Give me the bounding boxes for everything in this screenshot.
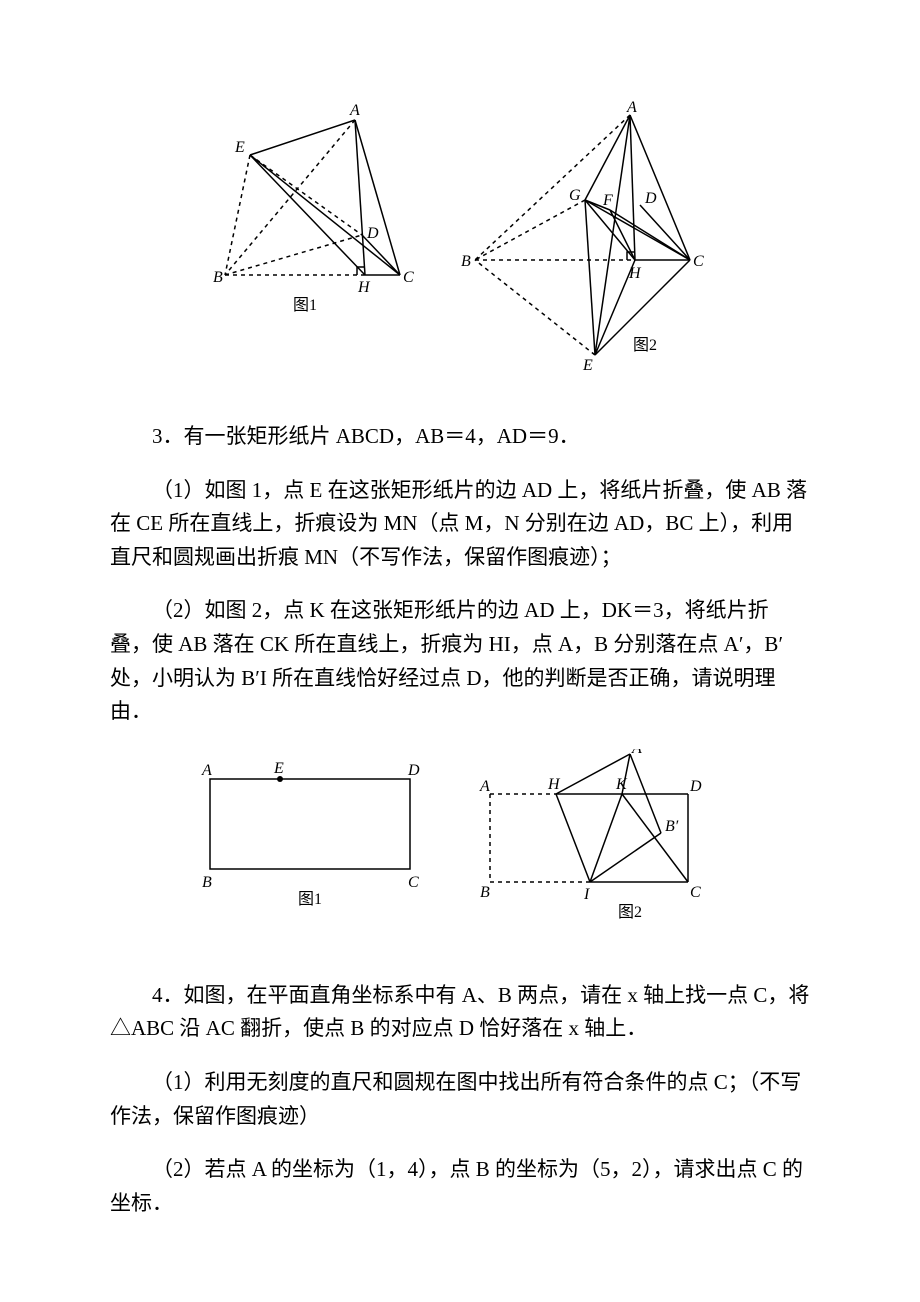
fig2-label-G: G	[569, 187, 581, 204]
fig2-label-A: A	[626, 100, 637, 116]
fig3-label-B: B	[202, 874, 212, 891]
figure-1-svg: A B C D E H 图1	[195, 100, 425, 340]
fig2-label-D: D	[644, 190, 657, 207]
figure-row-1: A B C D E H 图1	[110, 100, 810, 380]
fig4-caption: 图2	[618, 904, 642, 921]
figure-3-svg: A D B C E 图1	[180, 749, 440, 919]
fig4-label-K: K	[615, 776, 628, 793]
fig1-label-A: A	[349, 102, 360, 119]
fig2-caption: 图2	[633, 337, 657, 354]
fig1-label-D: D	[366, 225, 379, 242]
figure-2-svg: A B C D G F H E 图2	[445, 100, 725, 380]
fig2-label-E: E	[582, 357, 593, 374]
problem4-part2: （2）若点 A 的坐标为（1，4），点 B 的坐标为（5，2），请求出点 C 的…	[110, 1153, 810, 1220]
fig1-label-E: E	[234, 139, 245, 156]
figure-4-svg: A B C D H I K A′ B′ 图2	[460, 749, 740, 939]
fig1-label-C: C	[403, 269, 414, 286]
fig1-label-H: H	[357, 279, 371, 296]
fig3-caption: 图1	[298, 891, 322, 908]
fig4-label-Ap: A′	[631, 749, 646, 757]
fig1-label-B: B	[213, 269, 223, 286]
fig2-label-H: H	[628, 265, 642, 282]
fig3-label-A: A	[201, 762, 212, 779]
figure-row-2: A D B C E 图1	[110, 749, 810, 939]
fig3-label-E: E	[273, 760, 284, 777]
fig4-label-B: B	[480, 884, 490, 901]
fig4-label-H: H	[547, 776, 561, 793]
problem3-part1: （1）如图 1，点 E 在这张矩形纸片的边 AD 上，将纸片折叠，使 AB 落在…	[110, 474, 810, 575]
fig3-label-D: D	[407, 762, 420, 779]
fig4-label-A: A	[479, 778, 490, 795]
fig3-label-C: C	[408, 874, 419, 891]
fig4-label-I: I	[583, 886, 590, 903]
fig4-label-Bp: B′	[665, 818, 679, 835]
problem3-part2: （2）如图 2，点 K 在这张矩形纸片的边 AD 上，DK＝3，将纸片折叠，使 …	[110, 594, 810, 728]
fig1-caption: 图1	[293, 297, 317, 314]
problem4-part1: （1）利用无刻度的直尺和圆规在图中找出所有符合条件的点 C；（不写作法，保留作图…	[110, 1066, 810, 1133]
fig2-label-F: F	[602, 192, 613, 209]
problem3-intro: 3．有一张矩形纸片 ABCD，AB＝4，AD＝9．	[110, 420, 810, 454]
fig4-label-D: D	[689, 778, 702, 795]
fig4-label-C: C	[690, 884, 701, 901]
fig2-label-C: C	[693, 253, 704, 270]
problem4-intro: 4．如图，在平面直角坐标系中有 A、B 两点，请在 x 轴上找一点 C，将△AB…	[110, 979, 810, 1046]
page-content: A B C D E H 图1	[0, 0, 920, 1300]
fig2-label-B: B	[461, 253, 471, 270]
